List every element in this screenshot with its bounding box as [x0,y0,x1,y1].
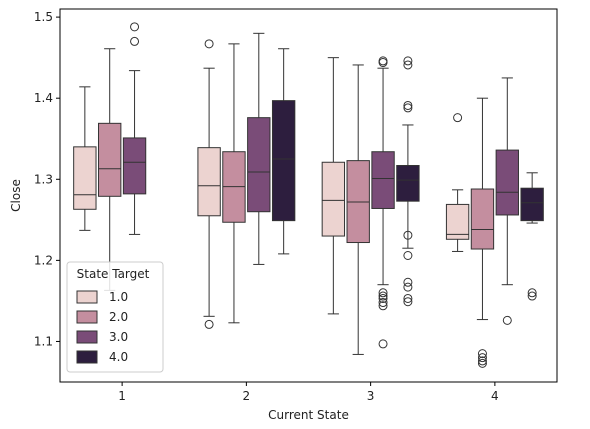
box-iqr [197,147,221,217]
box-group [122,22,147,235]
y-tick-label: 1.5 [34,10,53,24]
outlier-point [378,293,388,303]
legend-label: 3.0 [109,330,128,344]
legend-swatch [76,310,98,324]
outlier-point [403,293,413,303]
box-iqr [520,187,544,222]
legend: State Target 1.0 2.0 3.0 4.0 [66,261,164,373]
outlier-point [403,60,413,70]
box-iqr [73,146,97,210]
box-iqr [271,100,296,222]
legend-frame [66,261,164,373]
box-group [247,32,271,265]
x-axis-label: Current State [268,408,349,422]
outlier-point [204,39,214,49]
box-group [346,64,370,355]
outlier-point [378,291,388,301]
y-tick-label: 1.2 [34,253,53,267]
box-group [271,48,296,255]
x-tick-label: 3 [367,389,375,403]
outlier-point [403,100,413,110]
plot-area [73,22,544,368]
legend-title: State Target [77,267,150,281]
outlier-point [204,319,214,329]
box-group [197,39,221,329]
box-iqr [445,203,470,240]
outlier-point [403,230,413,240]
y-axis-label: Close [9,179,23,212]
box-iqr [98,122,122,197]
outlier-point [378,301,388,311]
y-tick-label: 1.1 [34,334,53,348]
outlier-point [130,22,140,32]
outlier-point [403,103,413,113]
box-iqr [321,161,346,237]
outlier-point [403,282,413,292]
outlier-point [527,291,537,301]
outlier-point [403,277,413,287]
outlier-point [403,56,413,66]
outlier-point [378,56,388,66]
outlier-point [477,356,487,366]
legend-label: 4.0 [109,350,128,364]
legend-swatch [76,330,98,344]
outlier-point [453,113,463,123]
box-group [396,56,420,307]
axes: 1.1 1.2 1.3 1.4 1.5 1 2 3 4 [34,8,558,403]
box-iqr [247,117,271,213]
outlier-point [403,297,413,307]
box-iqr [396,164,420,202]
outlier-point [130,36,140,46]
box-group [321,57,346,315]
outlier-point [502,315,512,325]
box-iqr [122,137,147,195]
box-group [73,86,97,231]
x-tick-label: 4 [491,389,499,403]
x-tick-label: 1 [118,389,126,403]
box-group [445,113,470,252]
outlier-point [378,339,388,349]
box-group [371,56,395,349]
box-group [222,43,246,324]
outlier-point [527,288,537,298]
outlier-point [477,358,487,368]
box-group [470,97,495,368]
box-iqr [470,188,495,250]
box-group [520,172,544,301]
legend-label: 2.0 [109,310,128,324]
outlier-point [378,298,388,308]
box-iqr [495,149,519,216]
legend-swatch [76,350,98,364]
outlier-point [477,349,487,359]
plot-frame [59,8,558,383]
box-group [495,77,519,325]
outlier-point [403,251,413,261]
outlier-point [477,353,487,363]
y-tick-label: 1.4 [34,91,53,105]
outlier-point [378,288,388,298]
x-tick-label: 2 [243,389,251,403]
box-iqr [371,151,395,209]
legend-label: 1.0 [109,290,128,304]
box-group [98,48,122,291]
y-tick-label: 1.3 [34,172,53,186]
legend-swatch [76,290,98,304]
